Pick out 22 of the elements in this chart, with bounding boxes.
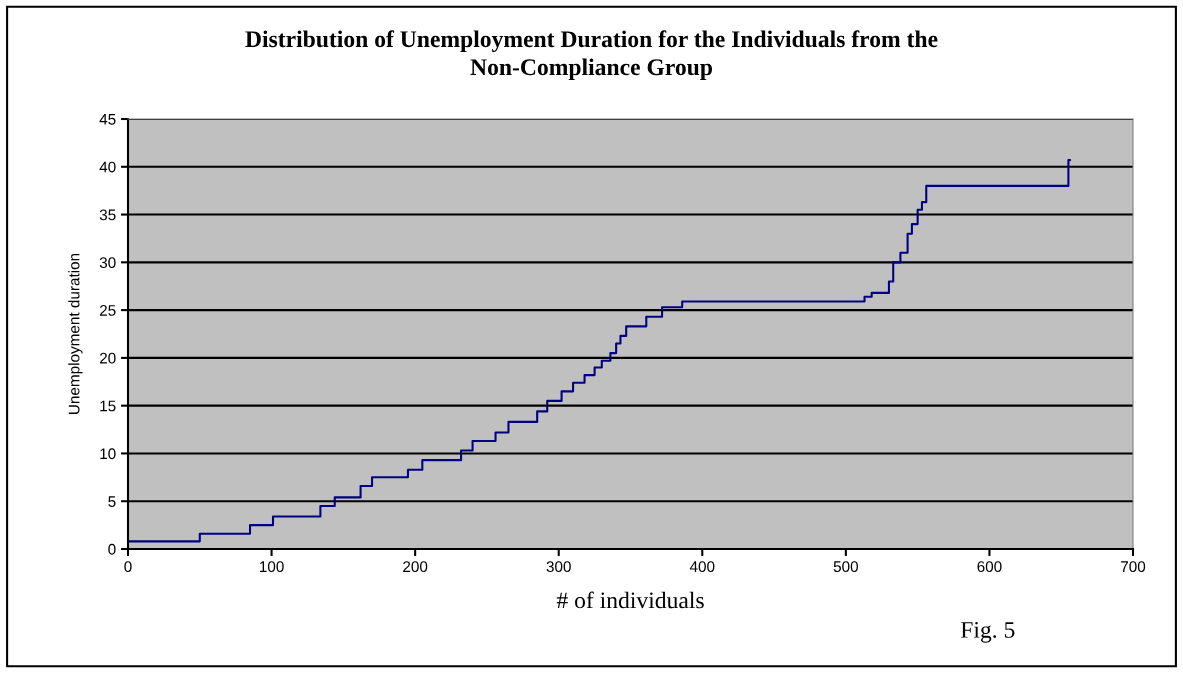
x-tick-label: 100 [259, 561, 284, 573]
caption: Fig. 5 [960, 621, 1015, 643]
x-tick-label: 500 [833, 561, 859, 573]
y-tick-label: 15 [100, 400, 116, 412]
y-tick-label: 0 [108, 543, 116, 555]
y-tick-label: 25 [99, 304, 116, 316]
chart-title: Distribution of Unemployment Duration for the Individuals from the Non-Compliance Group [245, 30, 938, 80]
y-tick-label: 35 [99, 209, 116, 221]
y-tick-label: 10 [100, 448, 116, 460]
x-axis-title: # of individuals [556, 591, 704, 609]
x-tick-label: 700 [1121, 561, 1146, 573]
x-tick-label: 400 [689, 561, 715, 573]
y-tick-label: 20 [99, 352, 116, 364]
y-tick-label: 5 [108, 496, 116, 507]
x-tick-label: 0 [124, 561, 132, 573]
x-tick-label: 300 [546, 561, 571, 573]
x-tick-label: 600 [977, 561, 1002, 573]
y-axis-title: Unemployment duration [68, 253, 83, 414]
y-tick-label: 45 [99, 114, 116, 125]
y-tick-label: 30 [99, 257, 116, 269]
y-tick-label: 40 [99, 161, 116, 173]
x-tick-label: 200 [403, 561, 428, 573]
